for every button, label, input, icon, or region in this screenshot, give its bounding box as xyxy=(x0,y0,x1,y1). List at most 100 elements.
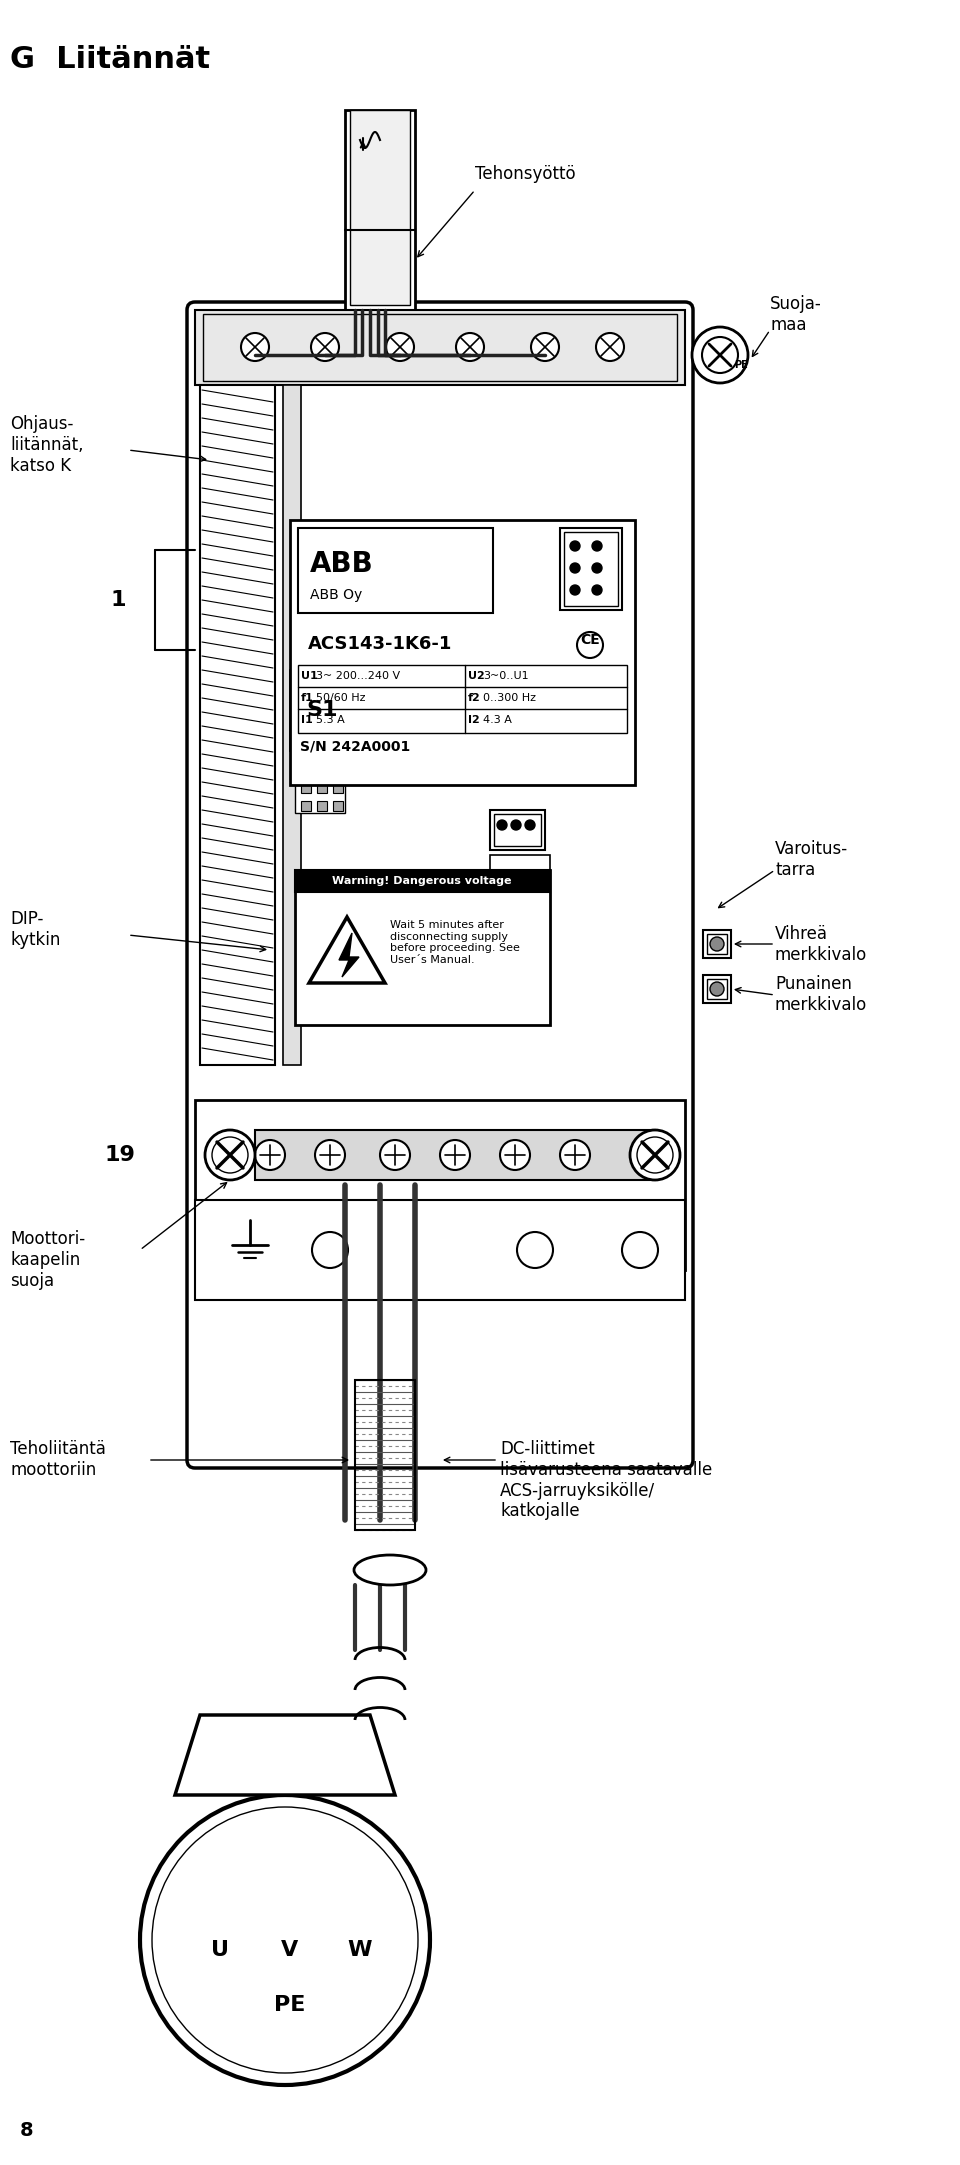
Bar xyxy=(490,855,550,890)
Text: 8: 8 xyxy=(20,2122,34,2139)
Circle shape xyxy=(241,333,269,362)
Text: PE: PE xyxy=(734,359,748,370)
Polygon shape xyxy=(339,933,359,976)
Bar xyxy=(195,1100,685,1271)
Bar xyxy=(703,931,731,957)
Ellipse shape xyxy=(631,336,659,357)
Circle shape xyxy=(517,1232,553,1269)
Bar xyxy=(301,784,311,792)
Circle shape xyxy=(710,983,724,996)
Circle shape xyxy=(440,1141,470,1169)
Text: 5.3 A: 5.3 A xyxy=(316,714,345,725)
Circle shape xyxy=(386,333,414,362)
Bar xyxy=(293,673,352,747)
Text: Tehonsyöttö: Tehonsyöttö xyxy=(475,165,576,184)
Bar xyxy=(283,385,301,1065)
Text: Moottori-
kaapelin
suoja: Moottori- kaapelin suoja xyxy=(10,1230,85,1290)
Bar xyxy=(298,665,627,734)
Circle shape xyxy=(255,1141,285,1169)
Bar xyxy=(355,1379,415,1531)
Text: Vihreä
merkkivalo: Vihreä merkkivalo xyxy=(775,924,867,963)
Text: Varoitus-
tarra: Varoitus- tarra xyxy=(775,840,848,879)
Polygon shape xyxy=(309,918,385,983)
Circle shape xyxy=(500,1141,530,1169)
Text: 3~0..U1: 3~0..U1 xyxy=(483,671,529,682)
Text: U1: U1 xyxy=(301,671,318,682)
Circle shape xyxy=(560,1141,590,1169)
Text: f2: f2 xyxy=(468,693,481,704)
Ellipse shape xyxy=(221,336,249,357)
Bar xyxy=(290,520,635,786)
Circle shape xyxy=(525,821,535,829)
Text: 4.3 A: 4.3 A xyxy=(483,714,512,725)
Circle shape xyxy=(311,333,339,362)
Text: I2: I2 xyxy=(468,714,480,725)
Circle shape xyxy=(702,338,738,372)
Bar xyxy=(317,784,327,792)
Text: ABB Oy: ABB Oy xyxy=(310,589,362,602)
Text: Warning! Dangerous voltage: Warning! Dangerous voltage xyxy=(332,877,512,885)
Bar xyxy=(333,801,343,812)
Bar xyxy=(564,533,618,606)
Circle shape xyxy=(212,1137,248,1173)
Text: 0..300 Hz: 0..300 Hz xyxy=(483,693,536,704)
Circle shape xyxy=(637,1137,673,1173)
Circle shape xyxy=(312,1232,348,1269)
Text: U: U xyxy=(211,1940,229,1959)
Bar xyxy=(301,801,311,812)
Text: ABB: ABB xyxy=(310,550,373,578)
Circle shape xyxy=(592,541,602,552)
Bar xyxy=(255,1130,655,1180)
Text: Suoja-
maa: Suoja- maa xyxy=(770,294,822,333)
Circle shape xyxy=(531,333,559,362)
Text: W: W xyxy=(348,1940,372,1959)
Text: 3~ 200...240 V: 3~ 200...240 V xyxy=(316,671,400,682)
Text: Ohjaus-
liitännät,
katso K: Ohjaus- liitännät, katso K xyxy=(10,416,84,474)
Bar xyxy=(703,974,731,1002)
Bar xyxy=(560,528,622,611)
Circle shape xyxy=(622,1232,658,1269)
Text: S/N 242A0001: S/N 242A0001 xyxy=(300,738,410,753)
Bar xyxy=(195,1199,685,1299)
Bar xyxy=(350,110,410,305)
Circle shape xyxy=(596,333,624,362)
Circle shape xyxy=(710,937,724,950)
Text: 1: 1 xyxy=(110,591,126,611)
Circle shape xyxy=(592,585,602,595)
Text: DIP-
kytkin: DIP- kytkin xyxy=(10,909,60,948)
Circle shape xyxy=(315,1141,345,1169)
Polygon shape xyxy=(175,1715,395,1795)
Bar xyxy=(707,979,727,998)
Bar xyxy=(200,385,275,1065)
Circle shape xyxy=(140,1795,430,2085)
Circle shape xyxy=(570,585,580,595)
Bar xyxy=(490,810,545,851)
Bar xyxy=(333,784,343,792)
Text: Punainen
merkkivalo: Punainen merkkivalo xyxy=(775,974,867,1013)
Bar xyxy=(298,528,493,613)
Circle shape xyxy=(692,327,748,383)
Text: V: V xyxy=(281,1940,299,1959)
Circle shape xyxy=(497,821,507,829)
Text: Wait 5 minutes after
disconnecting supply
before proceeding. See
User´s Manual.: Wait 5 minutes after disconnecting suppl… xyxy=(390,920,520,966)
Circle shape xyxy=(511,821,521,829)
Text: f1: f1 xyxy=(301,693,314,704)
Text: 50/60 Hz: 50/60 Hz xyxy=(316,693,366,704)
Circle shape xyxy=(570,541,580,552)
Text: 19: 19 xyxy=(105,1145,135,1165)
Circle shape xyxy=(592,563,602,574)
Text: CE: CE xyxy=(580,632,600,647)
Circle shape xyxy=(570,563,580,574)
Bar xyxy=(494,814,541,847)
Bar xyxy=(295,775,345,814)
Text: ACS143-1K6-1: ACS143-1K6-1 xyxy=(308,634,452,654)
Bar xyxy=(295,870,550,892)
Text: Teholiitäntä
moottoriin: Teholiitäntä moottoriin xyxy=(10,1440,106,1479)
Circle shape xyxy=(630,1130,680,1180)
Circle shape xyxy=(456,333,484,362)
Bar xyxy=(203,314,677,381)
Text: PE: PE xyxy=(275,1994,305,2016)
Bar xyxy=(345,110,415,310)
Bar xyxy=(317,801,327,812)
Bar xyxy=(290,669,355,749)
